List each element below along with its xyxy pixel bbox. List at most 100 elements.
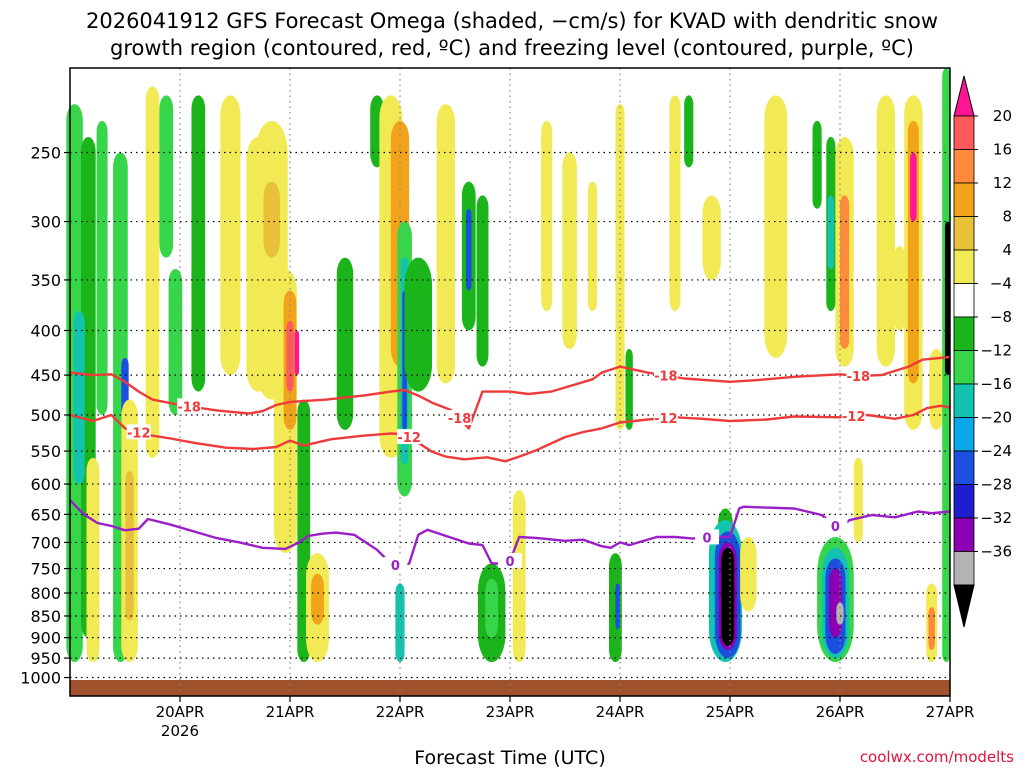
omega-shade-region [263, 181, 280, 258]
colorbar-swatch [953, 182, 975, 217]
title-line-2: growth region (contoured, red, ºC) and f… [110, 36, 914, 60]
contour-label: -18 [847, 370, 871, 385]
contour-label-bg [653, 410, 678, 426]
omega-shade-region [485, 578, 499, 638]
omega-shade-region [929, 348, 944, 430]
x-tick-label: 22APR [376, 703, 425, 721]
contour-label-bg [498, 552, 522, 568]
omega-shade-region [512, 490, 526, 663]
colorbar-swatch [953, 249, 975, 284]
contour-label-bg [447, 410, 472, 426]
x-tick-label: 25APR [706, 703, 755, 721]
omega-shade-region [395, 583, 405, 663]
omega-shade-region [702, 195, 721, 280]
omega-shade-region [96, 120, 108, 416]
omega-shade-region [562, 152, 577, 349]
contour-label-bg [823, 517, 848, 533]
contour-label: 0 [391, 559, 400, 574]
omega-shade-region [168, 268, 183, 416]
colorbar-swatch [953, 350, 975, 385]
omega-shade-region [404, 257, 433, 392]
contour-label-bg [126, 424, 151, 440]
y-tick-label: 1000 [20, 669, 61, 688]
colorbar-swatch [953, 450, 975, 485]
dgz-isotherm-contour [69, 355, 951, 430]
y-tick-label: 550 [30, 442, 61, 461]
omega-shade-region [311, 573, 324, 625]
colorbar-tick-label: −4 [990, 275, 1012, 293]
omega-shade-region [294, 330, 300, 376]
contour-label: -12 [397, 431, 421, 446]
omega-shade-region [466, 208, 472, 291]
dgz-isotherm-contour [69, 404, 951, 463]
y-tick-label: 600 [30, 475, 61, 494]
omega-shade-region [86, 457, 100, 663]
colorbar-swatch [953, 484, 975, 519]
contour-label-bg [846, 367, 871, 383]
y-tick-label: 300 [30, 213, 61, 232]
y-axis-ticks: 250 300 350 400 450 500 550 600 650 700 750 800 850 9… [20, 144, 70, 688]
omega-shade-region [541, 120, 553, 312]
ground-surface [70, 680, 950, 696]
y-tick-label: 450 [30, 366, 61, 385]
omega-shade-region [853, 457, 863, 543]
colorbar-tick-label: −20 [980, 409, 1012, 427]
contour-label: -12 [842, 410, 866, 425]
y-tick-label: 350 [30, 271, 61, 290]
x-tick-label: 23APR [486, 703, 535, 721]
omega-shade-region [740, 536, 757, 612]
omega-shade-region [615, 583, 620, 630]
colorbar-tick-label: −28 [980, 476, 1012, 494]
colorbar-swatch [953, 417, 975, 452]
omega-shade-region [764, 95, 788, 358]
x-axis-label: Forecast Time (UTC) [414, 747, 605, 768]
colorbar-tick-label: 20 [993, 107, 1012, 125]
colorbar-tick-label: −36 [980, 543, 1012, 561]
y-tick-label: 800 [30, 584, 61, 603]
omega-shade-region [191, 95, 206, 392]
colorbar-tick-label: 16 [993, 141, 1012, 159]
x-tick-year-label: 2026 [161, 722, 199, 740]
x-tick-label: 20APR [156, 703, 205, 721]
x-tick-label: 26APR [816, 703, 865, 721]
y-tick-label: 400 [30, 322, 61, 341]
colorbar-swatch [953, 517, 975, 552]
omega-shade-region [944, 221, 951, 376]
ground-layer [70, 680, 950, 696]
omega-shade-region [125, 471, 134, 621]
colorbar-bottom-arrow [953, 584, 975, 628]
colorbar-tick-label: 12 [993, 174, 1012, 192]
omega-shade-region [336, 257, 354, 430]
contour-label: -18 [448, 412, 472, 427]
omega-shade-region [220, 95, 241, 376]
omega-shade-region [827, 195, 835, 269]
x-tick-label: 21APR [266, 703, 315, 721]
y-tick-label: 250 [30, 144, 61, 163]
omega-shade-region [684, 95, 694, 168]
colorbar-tick-label: −12 [980, 342, 1012, 360]
colorbar-swatch [953, 316, 975, 351]
y-tick-label: 500 [30, 406, 61, 425]
omega-shade-region [669, 95, 681, 312]
y-tick-label: 700 [30, 533, 61, 552]
contour-label: -18 [177, 400, 201, 415]
omega-shade-region [145, 86, 160, 458]
colorbar-swatch [953, 149, 975, 184]
chart-title: 2026041912 GFS Forecast Omega (shaded, −… [86, 9, 938, 60]
contour-label-bg [383, 557, 408, 573]
omega-shade-region [910, 152, 917, 222]
colorbar-swatch [953, 283, 975, 318]
x-tick-label: 24APR [596, 703, 645, 721]
contour-label: -12 [127, 426, 151, 441]
colorbar-tick-label: −8 [990, 308, 1012, 326]
colorbar-tick-label: 4 [1002, 241, 1012, 259]
credit-link[interactable]: coolwx.com/modelts [860, 748, 1014, 766]
colorbar: 20 16 12 8 4 −4 −8 −12 −16 −20 −24 −28 −32 −36 [953, 75, 1012, 628]
contour-label-bg [841, 408, 866, 424]
colorbar-tick-label: −24 [980, 442, 1012, 460]
omega-shade-region [476, 195, 489, 367]
x-tick-label: 27APR [926, 703, 975, 721]
colorbar-tick-label: 8 [1002, 208, 1012, 226]
omega-shade-region [894, 245, 906, 331]
